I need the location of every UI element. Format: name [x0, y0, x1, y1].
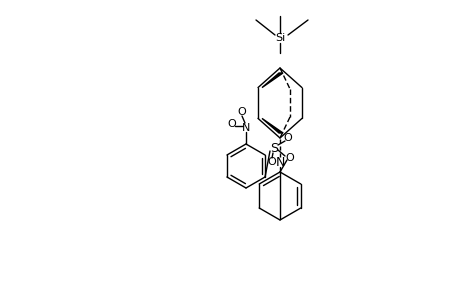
Text: O: O [285, 153, 294, 163]
Text: S: S [269, 142, 277, 154]
Text: O: O [227, 119, 236, 129]
Text: Si: Si [274, 33, 285, 43]
Text: O: O [283, 133, 292, 143]
Text: N: N [241, 123, 250, 133]
Text: N: N [275, 155, 284, 169]
Polygon shape [262, 73, 282, 88]
Polygon shape [262, 118, 282, 133]
Text: O: O [267, 157, 276, 167]
Text: O: O [237, 107, 246, 117]
